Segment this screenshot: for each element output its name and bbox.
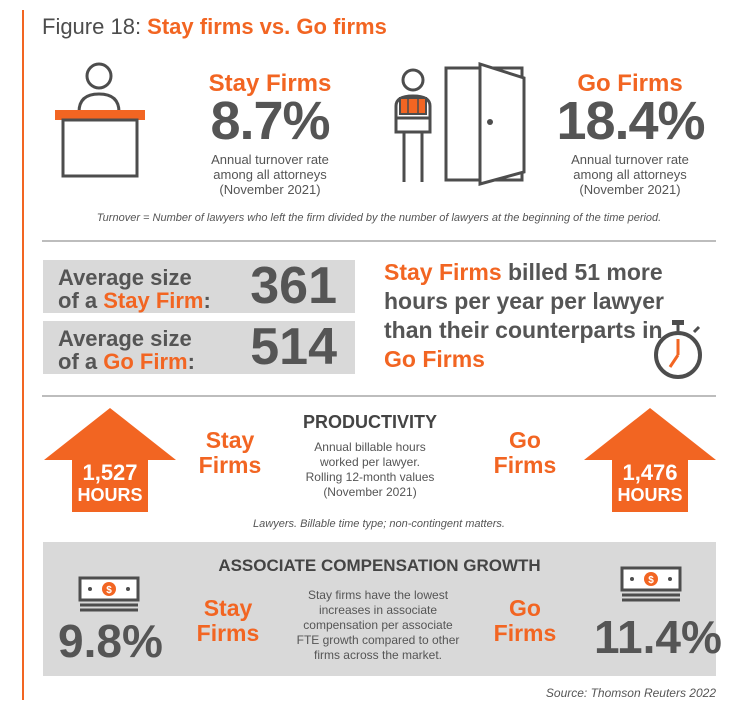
go-turnover-caption: Annual turnover rate among all attorneys…: [555, 152, 705, 197]
size-label-suffix: :: [187, 349, 195, 374]
compensation-stay-label: Stay Firms: [178, 596, 278, 646]
source-note: Source: Thomson Reuters 2022: [545, 686, 716, 700]
label-line: Stay: [205, 427, 255, 453]
stay-firms-heading: Stay Firms: [208, 70, 332, 97]
hours-unit: HOURS: [77, 485, 143, 505]
divider: [42, 395, 716, 397]
desc-line: increases in associate: [318, 603, 438, 617]
caption-line: Annual turnover rate: [211, 152, 329, 167]
compensation-title: ASSOCIATE COMPENSATION GROWTH: [218, 556, 541, 575]
svg-text:$: $: [106, 585, 112, 596]
caption-line: among all attorneys: [213, 167, 327, 182]
figure-title-highlight: Stay firms vs. Go firms: [147, 14, 387, 39]
svg-text:$: $: [648, 575, 654, 586]
go-size-value: 514: [250, 318, 337, 376]
label-line: Firms: [198, 452, 262, 478]
billed-hours-statement: Stay Firms billed 51 more hours per year…: [384, 258, 684, 374]
go-size-box: Average size of a Go Firm: 514: [43, 321, 355, 374]
figure-title: Figure 18: Stay firms vs. Go firms: [42, 14, 387, 40]
size-label-firm: Stay Firm: [103, 288, 204, 313]
go-turnover-rate: 18.4%: [556, 91, 705, 151]
desc-line: Rolling 12-month values: [305, 470, 435, 484]
go-hours-label: 1,476 HOURS: [610, 462, 690, 506]
stay-turnover-rate: 8.7%: [210, 91, 330, 151]
stay-compensation-growth: 9.8%: [58, 615, 163, 667]
label-line: Stay: [203, 595, 253, 621]
desc-line: firms across the market.: [313, 648, 443, 662]
stay-size-label: Average size of a Stay Firm:: [58, 266, 211, 312]
money-stack-icon: $: [620, 566, 682, 602]
person-carrying-box-icon: [394, 68, 432, 182]
person-at-desk-icon: [55, 62, 145, 178]
compensation-go-label: Go Firms: [475, 596, 575, 646]
go-size-label: Average size of a Go Firm:: [58, 327, 195, 373]
stay-size-value: 361: [250, 257, 337, 315]
open-door-icon: [444, 61, 526, 186]
size-label-line1: Average size: [58, 326, 192, 351]
label-line: Firms: [493, 620, 557, 646]
size-label-prefix: of a: [58, 349, 104, 374]
billed-text: billed 51 more hours per year per lawyer…: [384, 259, 664, 343]
go-hours-value: 1,476: [622, 460, 678, 485]
caption-line: among all attorneys: [573, 167, 687, 182]
desc-line: Stay firms have the lowest: [307, 588, 449, 602]
label-line: Firms: [196, 620, 260, 646]
figure-title-prefix: Figure 18:: [42, 14, 148, 39]
size-label-line1: Average size: [58, 265, 192, 290]
desc-line: compensation per associate: [303, 618, 453, 632]
stay-hours-value: 1,527: [82, 460, 138, 485]
stay-hours-label: 1,527 HOURS: [70, 462, 150, 506]
up-arrow-icon: [584, 408, 716, 512]
productivity-title: PRODUCTIVITY: [302, 412, 437, 432]
stay-turnover-caption: Annual turnover rate among all attorneys…: [195, 152, 345, 197]
money-stack-icon: $: [78, 576, 140, 612]
productivity-go-label: Go Firms: [475, 428, 575, 478]
label-line: Go: [509, 595, 541, 621]
productivity-stay-label: Stay Firms: [180, 428, 280, 478]
desc-line: worked per lawyer.: [319, 455, 421, 469]
turnover-definition: Turnover = Number of lawyers who left th…: [96, 212, 662, 224]
accent-rule: [22, 10, 24, 700]
caption-line: (November 2021): [219, 182, 321, 197]
caption-line: (November 2021): [579, 182, 681, 197]
up-arrow-icon: [44, 408, 176, 512]
divider: [42, 240, 716, 242]
productivity-note: Lawyers. Billable time type; non-conting…: [253, 518, 505, 530]
size-label-firm: Go Firm: [103, 349, 188, 374]
desc-line: Annual billable hours: [314, 440, 426, 454]
go-firms-heading: Go Firms: [577, 70, 683, 97]
hours-unit: HOURS: [617, 485, 683, 505]
desc-line: (November 2021): [323, 485, 417, 499]
go-compensation-growth: 11.4%: [594, 611, 722, 663]
caption-line: Annual turnover rate: [571, 152, 689, 167]
compensation-description: Stay firms have the lowest increases in …: [288, 588, 468, 663]
productivity-description: Annual billable hours worked per lawyer.…: [280, 440, 460, 500]
desc-line: FTE growth compared to other: [296, 633, 460, 647]
size-label-prefix: of a: [58, 288, 104, 313]
stopwatch-icon: [654, 320, 702, 379]
billed-firm1: Stay Firms: [384, 259, 502, 285]
compensation-panel: [43, 542, 716, 676]
size-label-suffix: :: [203, 288, 211, 313]
size-label-line2: of a Go Firm:: [58, 350, 195, 373]
billed-firm2: Go Firms: [384, 346, 485, 372]
label-line: Firms: [493, 452, 557, 478]
label-line: Go: [509, 427, 541, 453]
stay-size-box: Average size of a Stay Firm: 361: [43, 260, 355, 313]
size-label-line2: of a Stay Firm:: [58, 289, 211, 312]
